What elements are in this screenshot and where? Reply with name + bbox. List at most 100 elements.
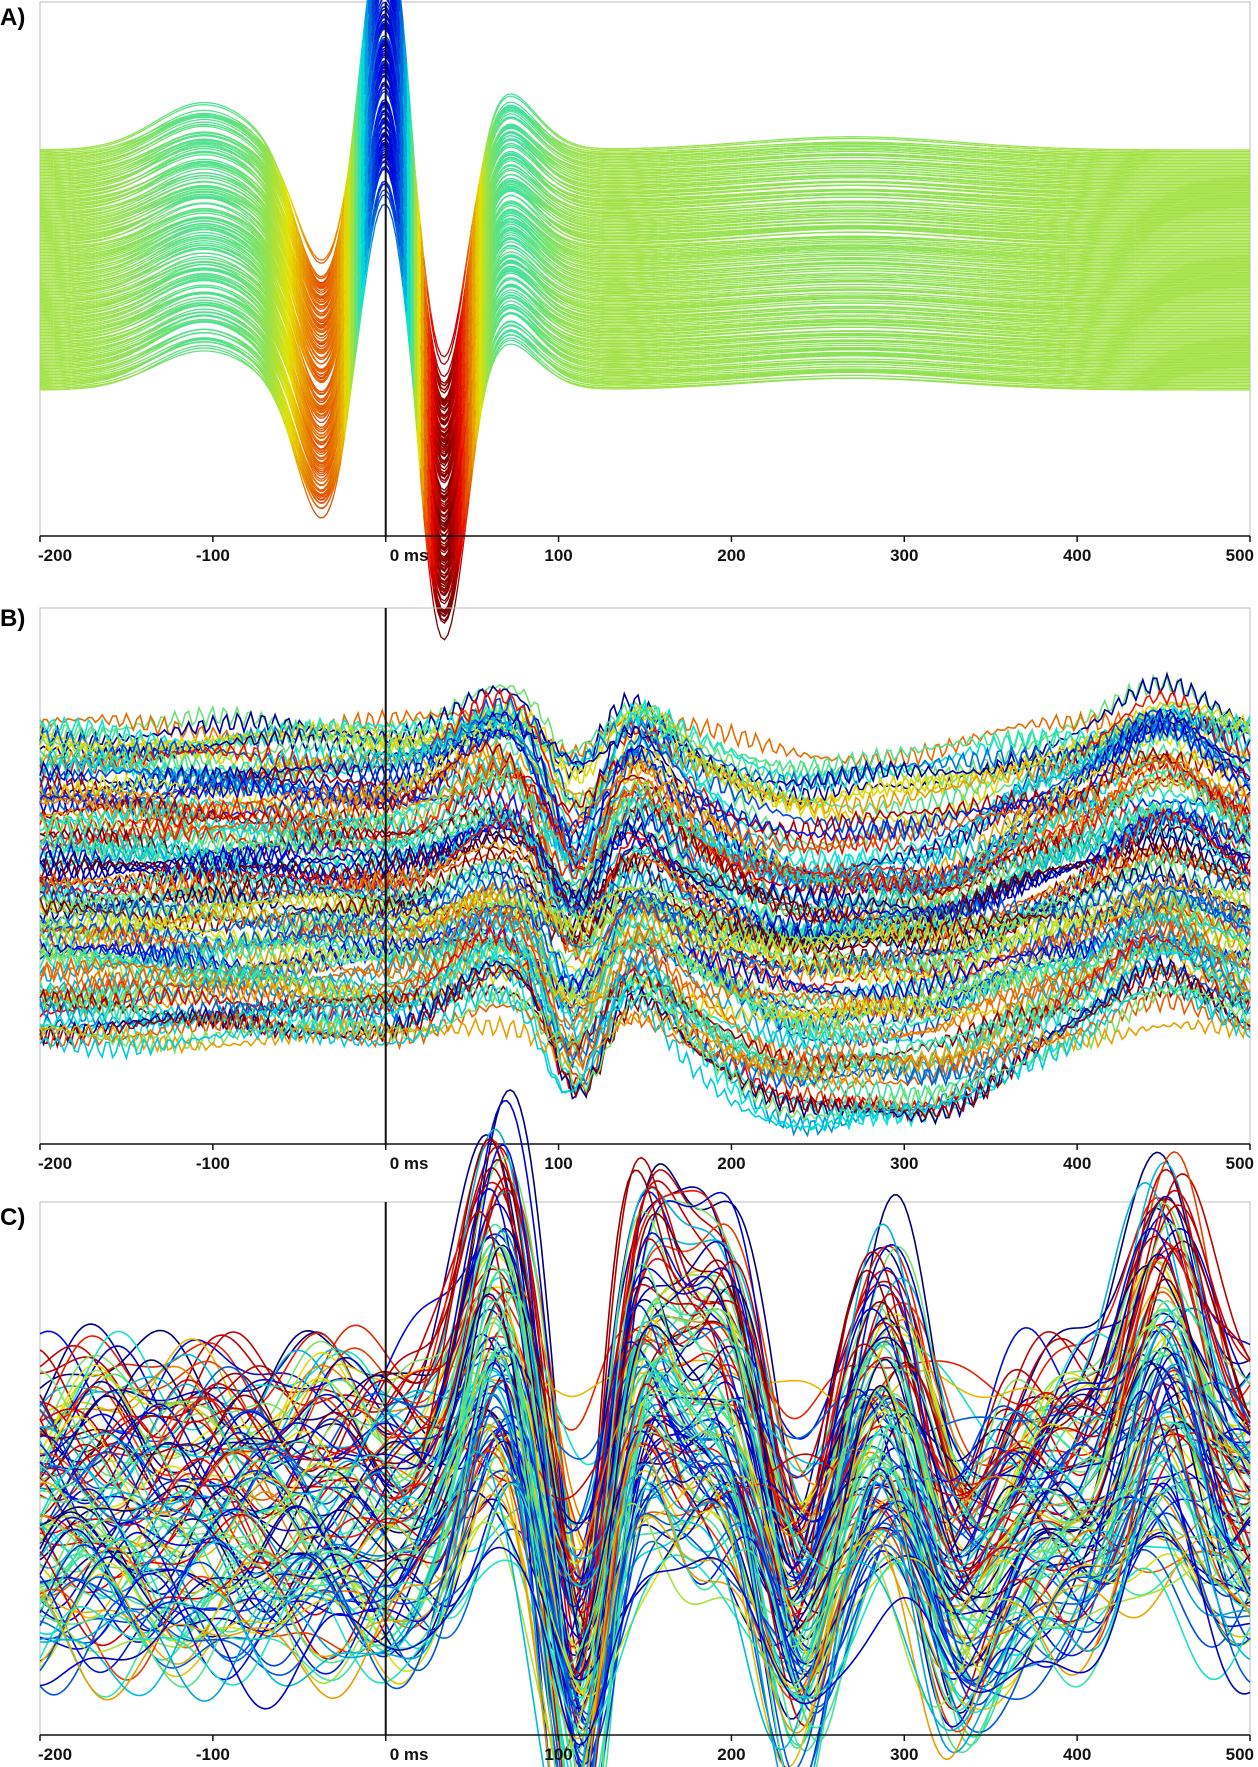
trace-line: [53, 160, 68, 163]
trace-line: [1007, 174, 1019, 177]
trace-line: [762, 162, 770, 165]
trace-line: [195, 121, 200, 124]
trace-line: [119, 139, 124, 143]
trace-line: [105, 144, 110, 147]
trace-line: [942, 166, 950, 169]
trace-line: [679, 149, 690, 151]
trace-line: [593, 179, 601, 181]
trace-line: [1094, 159, 1140, 161]
trace-line: [561, 138, 566, 143]
trace-line: [1045, 176, 1064, 178]
trace-line: [582, 154, 587, 157]
trace-line: [1070, 173, 1092, 176]
trace-line: [188, 105, 193, 108]
trace-line: [638, 165, 652, 168]
trace-line: [229, 137, 234, 141]
trace-line: [102, 165, 106, 168]
trace-line: [565, 172, 570, 175]
trace-line: [84, 148, 89, 150]
trace-line: [586, 152, 590, 155]
trace-line: [53, 164, 72, 167]
trace-line: [1014, 171, 1026, 174]
trace-line: [724, 175, 732, 177]
trace-line: [157, 117, 162, 121]
trace-line: [122, 136, 127, 140]
trace-line: [178, 108, 182, 112]
trace-line: [565, 167, 570, 171]
trace-line: [717, 160, 725, 163]
trace-line: [216, 111, 220, 114]
trace-line: [547, 126, 553, 131]
trace-line: [88, 158, 92, 161]
trace-line: [95, 154, 99, 157]
trace-line: [133, 131, 138, 135]
trace-line: [195, 125, 200, 128]
trace-line: [71, 150, 82, 153]
trace-line: [212, 113, 217, 116]
trace-line: [91, 177, 96, 180]
trace-line: [669, 164, 680, 167]
trace-line: [108, 147, 113, 151]
trace-line: [572, 170, 577, 173]
trace-line: [84, 172, 92, 175]
trace-line: [430, 312, 435, 333]
trace-line: [88, 156, 92, 159]
trace-line: [302, 231, 307, 241]
trace-line: [164, 124, 169, 128]
trace-line: [655, 148, 666, 151]
trace-line: [153, 127, 158, 131]
trace-line: [765, 141, 773, 143]
trace-line: [102, 147, 106, 150]
trace-line: [478, 166, 484, 185]
trace-line: [886, 136, 901, 139]
trace-line: [443, 359, 449, 365]
trace-line: [105, 164, 110, 167]
trace-line: [95, 150, 99, 153]
trace-line: [731, 168, 739, 171]
trace-line: [212, 122, 217, 125]
trace-line: [810, 149, 822, 152]
trace-line: [1091, 172, 1133, 175]
trace-line: [1056, 147, 1074, 150]
trace-line: [537, 115, 542, 121]
trace-line: [1025, 165, 1036, 168]
trace-line: [71, 176, 82, 179]
trace-line: [1094, 160, 1140, 163]
trace-line: [105, 142, 110, 145]
trace-line: [119, 168, 124, 172]
trace-line: [95, 152, 99, 155]
trace-line: [935, 139, 943, 142]
trace-line: [240, 114, 245, 119]
trace-line: [755, 152, 763, 155]
trace-line: [1007, 148, 1019, 151]
trace-line: [240, 123, 245, 128]
trace-line: [1049, 162, 1064, 165]
trace-line: [122, 157, 127, 160]
trace-line: [77, 147, 85, 150]
trace-line: [122, 141, 127, 145]
trace-line: [1066, 164, 1092, 167]
trace-line: [990, 150, 998, 152]
trace-line: [1091, 165, 1136, 167]
trace-line: [873, 163, 891, 165]
trace-line: [281, 180, 287, 192]
trace-line: [738, 149, 746, 152]
trace-line: [309, 266, 314, 275]
trace-line: [644, 150, 663, 153]
trace-line: [1039, 157, 1053, 160]
trace-line: [174, 108, 179, 112]
trace-line: [102, 155, 106, 158]
trace-line: [129, 139, 134, 143]
trace-line: [226, 130, 231, 133]
trace-line: [105, 162, 110, 165]
trace-line: [513, 93, 518, 97]
trace-line: [586, 149, 590, 152]
trace-line: [506, 123, 511, 126]
trace-line: [440, 380, 445, 384]
trace-line: [721, 151, 729, 153]
trace-line: [1042, 151, 1060, 154]
trace-line: [329, 241, 335, 252]
trace-line: [994, 144, 1002, 146]
trace-line: [212, 132, 217, 135]
trace-line: [1025, 171, 1036, 174]
